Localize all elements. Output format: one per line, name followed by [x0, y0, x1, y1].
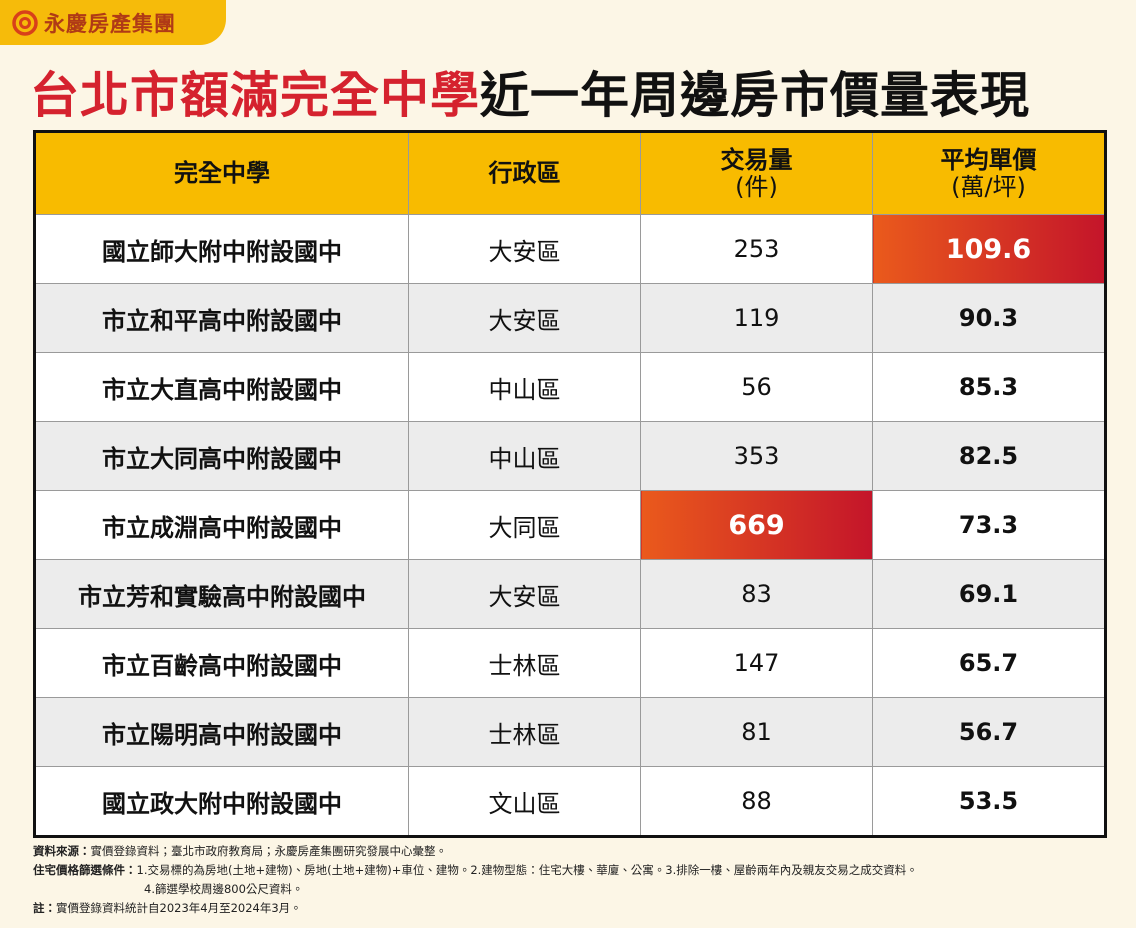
table-cell: 中山區 — [408, 421, 641, 491]
notes: 資料來源：實價登錄資料；臺北市政府教育局；永慶房產集團研究發展中心彙整。 住宅價… — [33, 842, 918, 918]
column-header: 平均單價 (萬/坪) — [872, 131, 1106, 215]
table-body: 國立師大附中附設國中 大安區 253 109.6 市立和平高中附設國中 大安區 119 90.… — [34, 214, 1106, 837]
table-cell: 文山區 — [408, 766, 641, 837]
table-cell: 市立芳和實驗高中附設國中 — [34, 559, 409, 629]
title: 台北市額滿完全中學近一年周邊房市價量表現 — [30, 56, 1030, 127]
table-cell: 669 — [640, 490, 873, 560]
table-cell: 士林區 — [408, 628, 641, 698]
table-cell: 69.1 — [872, 559, 1106, 629]
table-cell: 市立大直高中附設國中 — [34, 352, 409, 422]
note-label: 註： — [33, 901, 56, 915]
column-title: 完全中學 — [174, 159, 270, 187]
note-line: 4.篩選學校周邊800公尺資料。 — [33, 880, 918, 899]
data-table: 完全中學 行政區 交易量 (件) 平均單價 (萬/坪) 國立師大附中附設國中 大安區 253 1… — [33, 130, 1107, 838]
note-text: 實價登錄資料；臺北市政府教育局；永慶房產集團研究發展中心彙整。 — [90, 844, 448, 858]
table-cell: 65.7 — [872, 628, 1106, 698]
note-text: 1.交易標的為房地(土地+建物)、房地(土地+建物)+車位、建物。2.建物型態：… — [136, 863, 918, 877]
table-cell: 253 — [640, 214, 873, 284]
table-cell: 88 — [640, 766, 873, 837]
table-cell: 81 — [640, 697, 873, 767]
table-row: 市立大同高中附設國中 中山區 353 82.5 — [34, 421, 1106, 491]
table-cell: 83 — [640, 559, 873, 629]
table-row: 市立芳和實驗高中附設國中 大安區 83 69.1 — [34, 559, 1106, 629]
table-row: 國立師大附中附設國中 大安區 253 109.6 — [34, 214, 1106, 284]
table-cell: 56 — [640, 352, 873, 422]
logo-icon — [12, 9, 38, 36]
table-row: 市立大直高中附設國中 中山區 56 85.3 — [34, 352, 1106, 422]
table-cell: 53.5 — [872, 766, 1106, 837]
note-label: 住宅價格篩選條件： — [33, 863, 137, 877]
table-cell: 大安區 — [408, 283, 641, 353]
note-label: 資料來源： — [33, 844, 91, 858]
table-row: 市立陽明高中附設國中 士林區 81 56.7 — [34, 697, 1106, 767]
column-title: 行政區 — [488, 159, 561, 187]
note-text: 4.篩選學校周邊800公尺資料。 — [144, 882, 304, 896]
table-cell: 大同區 — [408, 490, 641, 560]
table-cell: 大安區 — [408, 214, 641, 284]
logo-text: 永慶房產集團 — [44, 11, 176, 36]
table-row: 市立百齡高中附設國中 士林區 147 65.7 — [34, 628, 1106, 698]
table-cell: 中山區 — [408, 352, 641, 422]
column-header: 交易量 (件) — [640, 131, 873, 215]
column-header: 完全中學 — [34, 131, 409, 215]
table-cell: 市立陽明高中附設國中 — [34, 697, 409, 767]
table-cell: 353 — [640, 421, 873, 491]
title-highlight: 台北市額滿完全中學 — [30, 67, 481, 124]
table-row: 市立成淵高中附設國中 大同區 669 73.3 — [34, 490, 1106, 560]
table-cell: 市立成淵高中附設國中 — [34, 490, 409, 560]
column-unit: (萬/坪) — [951, 172, 1026, 201]
note-line: 註：實價登錄資料統計自2023年4月至2024年3月。 — [33, 899, 918, 918]
column-unit: (件) — [735, 172, 778, 201]
table-cell: 士林區 — [408, 697, 641, 767]
table-cell: 56.7 — [872, 697, 1106, 767]
table-cell: 大安區 — [408, 559, 641, 629]
column-header: 行政區 — [408, 131, 641, 215]
column-title: 交易量 — [720, 145, 793, 174]
header-row: 完全中學 行政區 交易量 (件) 平均單價 (萬/坪) — [34, 131, 1106, 215]
table-cell: 市立和平高中附設國中 — [34, 283, 409, 353]
column-title: 平均單價 — [940, 145, 1037, 174]
table-cell: 109.6 — [872, 214, 1106, 284]
table-cell: 147 — [640, 628, 873, 698]
table-cell: 119 — [640, 283, 873, 353]
note-line: 資料來源：實價登錄資料；臺北市政府教育局；永慶房產集團研究發展中心彙整。 — [33, 842, 918, 861]
table-cell: 國立師大附中附設國中 — [34, 214, 409, 284]
table-row: 國立政大附中附設國中 文山區 88 53.5 — [34, 766, 1106, 837]
title-rest: 近一年周邊房市價量表現 — [480, 67, 1031, 124]
table-cell: 市立大同高中附設國中 — [34, 421, 409, 491]
table-row: 市立和平高中附設國中 大安區 119 90.3 — [34, 283, 1106, 353]
logo: 永慶房產集團 — [0, 0, 226, 45]
note-text: 實價登錄資料統計自2023年4月至2024年3月。 — [56, 901, 302, 915]
table-cell: 市立百齡高中附設國中 — [34, 628, 409, 698]
table-cell: 85.3 — [872, 352, 1106, 422]
table-cell: 90.3 — [872, 283, 1106, 353]
note-line: 住宅價格篩選條件：1.交易標的為房地(土地+建物)、房地(土地+建物)+車位、建… — [33, 861, 918, 880]
table-cell: 國立政大附中附設國中 — [34, 766, 409, 837]
table-cell: 82.5 — [872, 421, 1106, 491]
table-cell: 73.3 — [872, 490, 1106, 560]
